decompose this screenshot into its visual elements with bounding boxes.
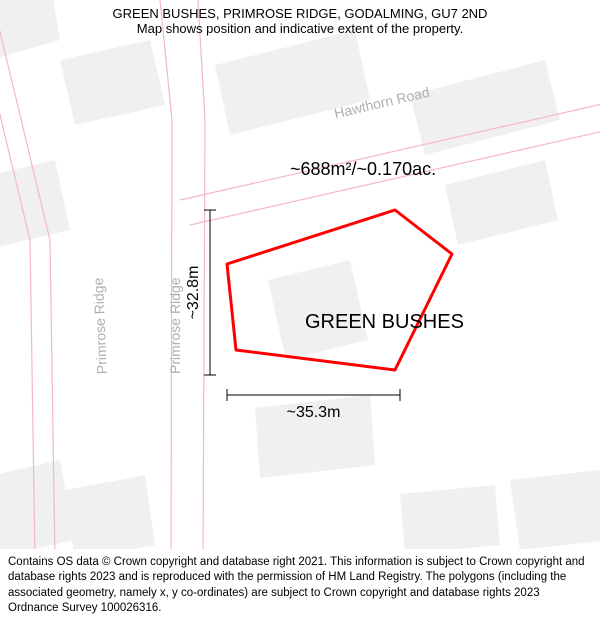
svg-text:Primrose Ridge: Primrose Ridge bbox=[167, 277, 183, 374]
svg-text:Primrose Ridge: Primrose Ridge bbox=[90, 277, 110, 374]
header-subtitle: Map shows position and indicative extent… bbox=[10, 21, 590, 36]
map-canvas: Primrose RidgePrimrose RidgeHawthorn Roa… bbox=[0, 0, 600, 560]
svg-text:~32.8m: ~32.8m bbox=[185, 266, 202, 320]
footer-copyright: Contains OS data © Crown copyright and d… bbox=[0, 549, 600, 625]
svg-text:~35.3m: ~35.3m bbox=[287, 404, 341, 421]
header: GREEN BUSHES, PRIMROSE RIDGE, GODALMING,… bbox=[0, 0, 600, 38]
header-title: GREEN BUSHES, PRIMROSE RIDGE, GODALMING,… bbox=[10, 6, 590, 21]
svg-text:GREEN BUSHES: GREEN BUSHES bbox=[305, 311, 464, 333]
svg-text:~688m²/~0.170ac.: ~688m²/~0.170ac. bbox=[290, 159, 436, 179]
